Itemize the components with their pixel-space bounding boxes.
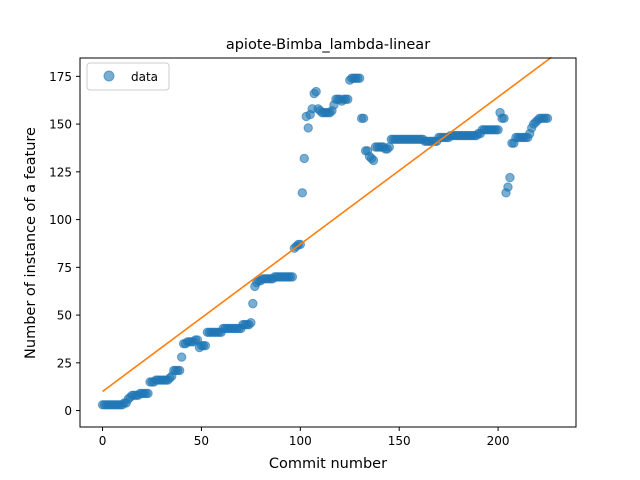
y-tick-label: 150 <box>49 118 72 132</box>
fit-line <box>102 56 552 393</box>
data-point <box>505 172 515 183</box>
legend-label-data: data <box>131 70 158 84</box>
data-point <box>343 94 353 104</box>
data-point <box>354 73 365 83</box>
data-point <box>287 272 298 282</box>
axes-frame <box>79 57 577 428</box>
data-point <box>248 298 258 309</box>
y-tick-label: 75 <box>57 261 72 275</box>
legend[interactable]: data <box>86 62 170 91</box>
data-point <box>174 365 185 376</box>
data-point <box>542 113 553 124</box>
data-point <box>384 142 395 152</box>
data-point <box>143 388 153 399</box>
data-point <box>176 352 187 362</box>
data-point <box>311 86 321 97</box>
y-tick-label: 175 <box>49 70 72 84</box>
y-tick-label: 25 <box>57 356 72 370</box>
y-tick-label: 125 <box>49 165 72 179</box>
data-point <box>297 188 307 198</box>
data-point <box>299 153 309 164</box>
y-tick-label: 100 <box>49 213 72 227</box>
chart-title: apiote-Bimba_lambda-linear <box>226 37 430 53</box>
x-tick-label: 200 <box>487 434 510 448</box>
y-axis-label: Number of instance of a feature <box>23 127 39 359</box>
data-point <box>503 182 513 192</box>
data-point <box>246 318 256 328</box>
data-point <box>200 340 211 351</box>
data-point <box>493 125 503 135</box>
y-axis-ticks: 0 25 50 75 100 125 150 175 <box>49 70 80 418</box>
x-axis-label: Commit number <box>269 456 387 472</box>
x-axis-ticks: 0 50 100 150 200 <box>99 427 510 448</box>
legend-marker-data <box>103 70 115 82</box>
data-point <box>303 123 313 133</box>
y-tick-label: 50 <box>57 309 72 323</box>
data-point <box>368 155 379 166</box>
data-point <box>358 113 369 124</box>
y-tick-label: 0 <box>64 404 72 418</box>
data-marks <box>97 73 553 410</box>
legend-box <box>86 62 170 91</box>
plot-area <box>97 56 553 410</box>
x-tick-label: 0 <box>99 434 107 448</box>
x-tick-label: 100 <box>289 434 312 448</box>
fit-line-group <box>102 56 552 393</box>
data-point <box>499 113 509 124</box>
x-tick-label: 150 <box>388 434 411 448</box>
x-tick-label: 50 <box>194 434 209 448</box>
